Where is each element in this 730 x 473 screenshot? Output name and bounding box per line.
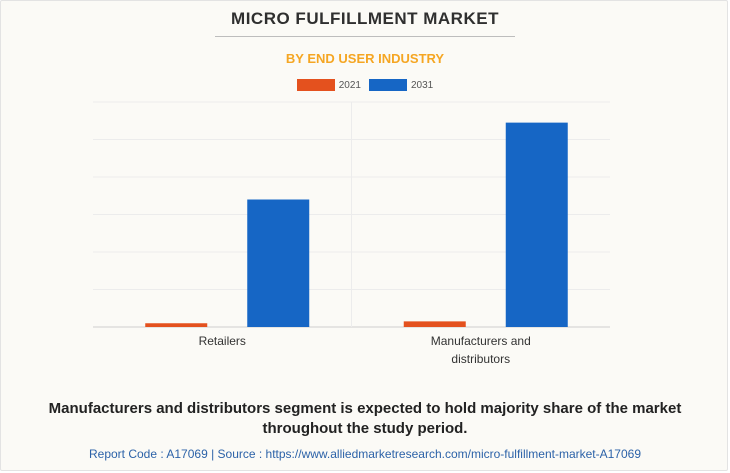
bar-2021-0[interactable] [145,323,208,327]
bar-2021-1[interactable] [403,321,466,327]
bar-2031-1[interactable] [505,122,568,327]
legend-swatch-2021 [296,79,335,91]
bar-2031-0[interactable] [247,199,310,328]
category-label-1: Manufacturers and distributors [431,334,531,366]
legend-item-2021[interactable]: 2021 [296,79,361,91]
category-label-0: Retailers [199,334,246,348]
source-line[interactable]: Report Code : A17069 | Source : https://… [88,447,642,461]
legend-swatch-2031 [369,79,407,91]
category-label-layer: Retailers Manufacturers and distributors [199,334,531,366]
chart-legend: 2021 2031 [0,79,730,91]
title-divider [215,36,515,37]
bar-chart: Retailers Manufacturers and distributors [93,101,610,366]
legend-item-2031[interactable]: 2031 [369,79,433,91]
bar-layer [145,122,568,328]
chart-subtitle: BY END USER INDUSTRY [285,51,445,66]
legend-label-2021: 2021 [338,79,361,91]
chart-title: MICRO FULFILLMENT MARKET [231,9,499,28]
footer-note: Manufacturers and distributors segment i… [48,400,682,437]
legend-label-2031: 2031 [411,79,434,91]
